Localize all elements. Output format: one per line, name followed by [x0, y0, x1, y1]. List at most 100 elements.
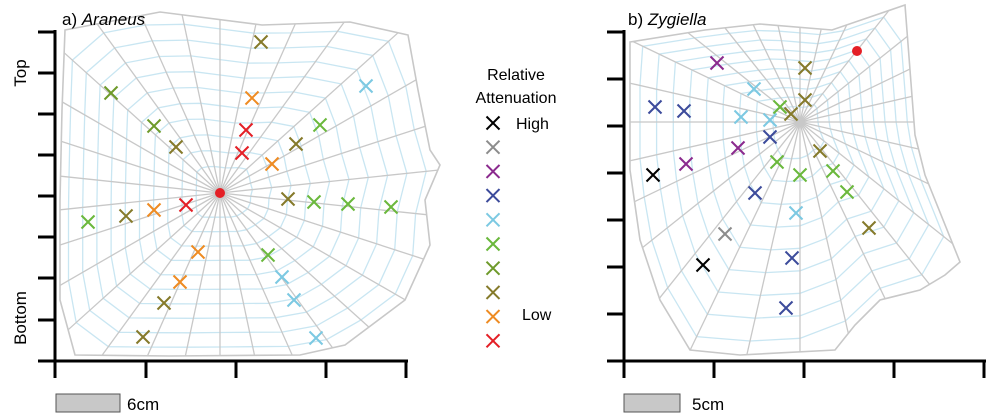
radial-thread [181, 14, 221, 194]
attenuation-mark-a-10 [264, 156, 280, 172]
radial-thread [777, 25, 801, 123]
radial-thread [59, 192, 221, 246]
radial-thread [752, 24, 801, 123]
attenuation-mark-b-4 [676, 103, 692, 119]
radial-thread [629, 121, 801, 162]
radial-thread [799, 95, 913, 123]
attenuation-mark-b-25 [778, 300, 794, 316]
attenuation-mark-a-5 [146, 118, 162, 134]
y-axis-zygiella [607, 30, 626, 363]
legend-high-label: High [516, 116, 549, 133]
attenuation-mark-a-13 [340, 196, 356, 212]
attenuation-mark-a-6 [238, 122, 254, 138]
legend-mark-level-7 [485, 260, 501, 276]
radial-thread [63, 52, 221, 194]
attenuation-mark-a-24 [156, 295, 172, 311]
radial-thread [61, 140, 221, 194]
x-axis-araneus [53, 359, 408, 378]
attenuation-mark-a-18 [80, 214, 96, 230]
panel-zygiella: b) Zygiella 5cm [607, 3, 986, 414]
web-zygiella [629, 3, 961, 356]
radial-thread [799, 24, 848, 123]
radial-thread [799, 121, 954, 245]
attenuation-mark-a-25 [135, 329, 151, 345]
attenuation-mark-a-23 [286, 292, 302, 308]
attenuation-mark-b-13 [678, 156, 694, 172]
panel-label-zygiella: b) Zygiella [628, 10, 706, 29]
legend-mark-level-5 [485, 212, 501, 228]
spiral-thread [110, 71, 369, 305]
attenuation-mark-b-2 [746, 81, 762, 97]
attenuation-mark-a-3 [244, 90, 260, 106]
radial-thread [59, 192, 221, 211]
radial-thread [219, 79, 417, 194]
attenuation-mark-a-21 [274, 269, 290, 285]
radial-thread [219, 192, 256, 356]
panel-araneus: a) Araneus Top Bottom 6cm [11, 10, 441, 414]
attenuation-mark-a-12 [306, 194, 322, 210]
hub-marker-araneus [215, 188, 225, 198]
x-axis-zygiella [622, 359, 986, 378]
y-top-label: Top [11, 59, 30, 86]
attenuation-mark-a-11 [280, 191, 296, 207]
radial-thread [799, 68, 911, 123]
attenuation-mark-b-22 [717, 226, 733, 242]
attenuation-mark-b-19 [839, 184, 855, 200]
radial-thread [140, 15, 221, 194]
radial-thread [60, 175, 221, 194]
scale-bar-araneus [55, 393, 121, 413]
attenuation-mark-b-9 [762, 112, 778, 128]
attenuation-mark-a-20 [260, 247, 276, 263]
radial-thread [799, 121, 919, 150]
y-bottom-label: Bottom [11, 291, 30, 345]
spiral-thread [124, 86, 350, 291]
radial-thread [632, 40, 801, 123]
radial-thread [219, 21, 345, 194]
radial-thread [59, 192, 221, 286]
radial-thread [629, 82, 801, 123]
attenuation-mark-a-0 [103, 85, 119, 101]
legend-title-line1: Relative [487, 67, 545, 84]
scale-label-zygiella: 5cm [692, 395, 724, 414]
radial-thread [219, 192, 406, 301]
attenuation-mark-a-1 [253, 34, 269, 50]
attenuation-mark-b-15 [645, 167, 661, 183]
radial-thread [184, 192, 221, 357]
legend-mark-level-8 [485, 285, 501, 300]
attenuation-mark-a-9 [234, 145, 250, 161]
spiral-thread [689, 49, 900, 274]
radial-thread [799, 10, 890, 123]
attenuation-mark-b-21 [861, 220, 877, 236]
scale-label-araneus: 6cm [127, 395, 159, 414]
marks-zygiella [645, 55, 877, 316]
legend-low-label: Low [522, 307, 552, 324]
radial-thread [96, 23, 221, 194]
radial-thread [219, 192, 293, 356]
legend-mark-level-9 [485, 309, 501, 324]
radial-thread [724, 27, 801, 123]
spiral-thread [705, 59, 885, 251]
radial-thread [219, 192, 427, 216]
web-araneus [59, 11, 441, 357]
attenuation-mark-a-22 [172, 274, 188, 290]
attenuation-mark-b-0 [709, 55, 725, 71]
radial-thread [219, 192, 370, 328]
legend-mark-level-2 [485, 139, 501, 155]
spiral-thread [67, 23, 427, 348]
attenuation-mark-b-10 [762, 129, 778, 145]
legend-mark-level-4 [485, 188, 501, 203]
attenuation-mark-b-6 [772, 99, 788, 115]
attenuation-mark-b-20 [788, 205, 804, 221]
attenuation-mark-b-23 [784, 250, 800, 266]
legend-title-line2: Attenuation [476, 90, 557, 107]
panel-label-araneus: a) Araneus [62, 10, 146, 29]
attenuation-mark-a-2 [358, 78, 374, 94]
hub-marker-zygiella [852, 46, 862, 56]
radial-thread [799, 121, 929, 185]
attenuation-mark-a-7 [288, 136, 304, 152]
radial-thread [61, 101, 221, 194]
attenuation-mark-b-11 [730, 140, 746, 156]
legend-mark-level-3 [485, 164, 501, 179]
radial-thread [746, 121, 801, 355]
